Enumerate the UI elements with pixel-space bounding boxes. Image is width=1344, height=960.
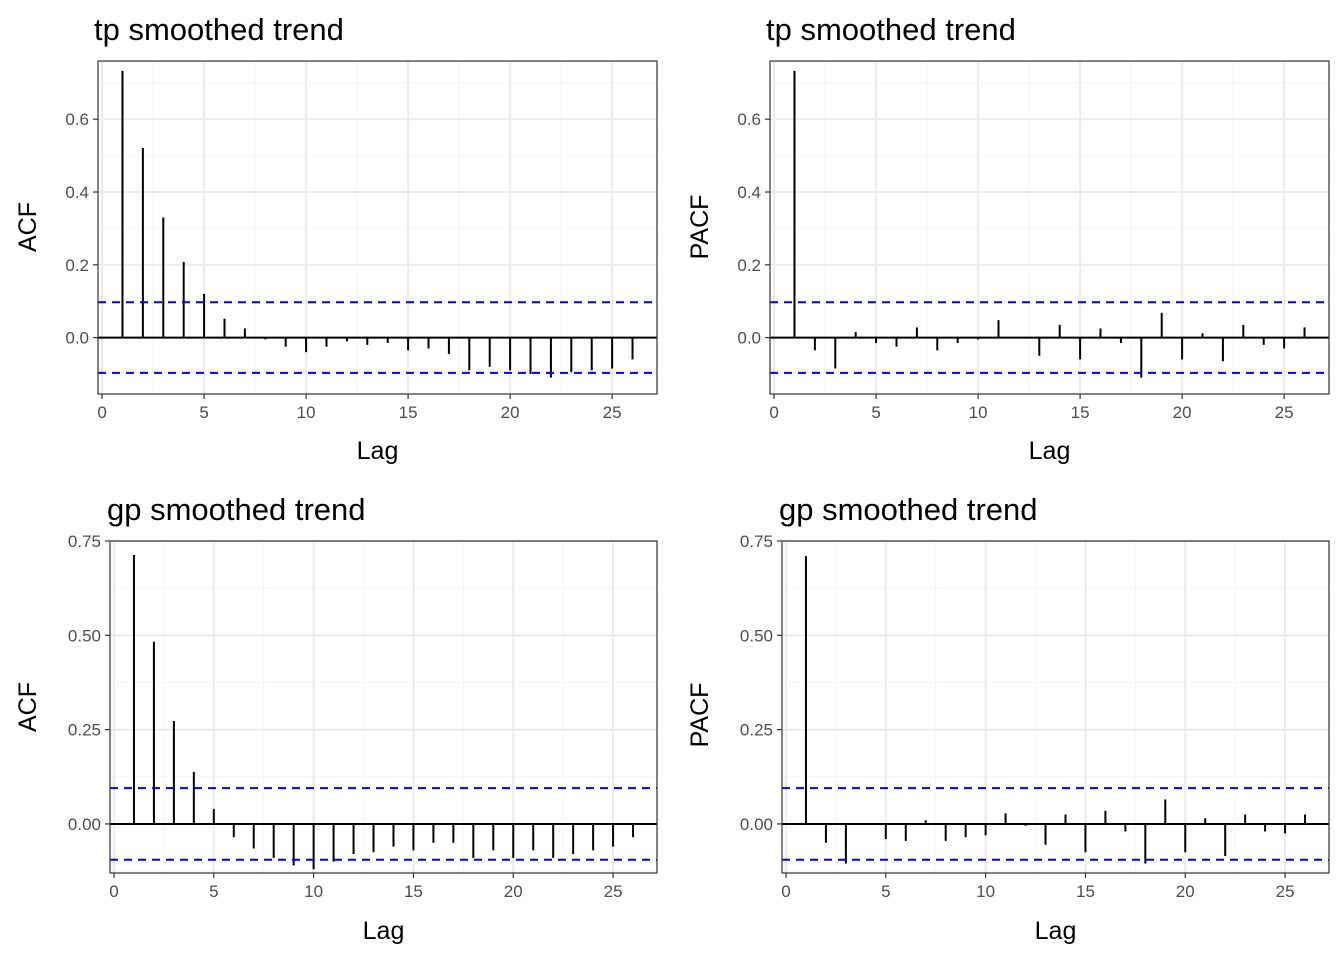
x-tick-label: 0 (109, 882, 118, 901)
y-axis-label: ACF (14, 682, 42, 732)
x-tick-label: 20 (504, 882, 523, 901)
chart-title: gp smoothed trend (779, 492, 1038, 527)
x-tick-label: 5 (871, 403, 880, 422)
x-axis-label: Lag (363, 917, 405, 945)
x-tick-label: 25 (1275, 403, 1294, 422)
x-tick-label: 10 (304, 882, 323, 901)
x-axis-label: Lag (357, 437, 399, 465)
y-tick-label: 0.50 (68, 626, 101, 645)
tp-pacf-chart: 0.0 0.2 0.4 0.6 0 5 10 15 20 25 tp smoothed trend L… (686, 12, 1330, 465)
y-tick-label: 0.75 (740, 532, 773, 551)
panel-border (109, 540, 658, 874)
x-tick-label: 15 (1076, 882, 1095, 901)
x-tick-label: 15 (404, 882, 423, 901)
panel-border (769, 60, 1330, 395)
x-tick-label: 20 (1176, 882, 1195, 901)
y-tick-label: 0.0 (737, 329, 761, 348)
y-axis-label: PACF (686, 195, 714, 260)
y-tick-label: 0.6 (65, 110, 89, 129)
y-tick-label: 0.50 (740, 626, 773, 645)
y-tick-label: 0.0 (65, 329, 89, 348)
y-tick-label: 0.2 (65, 256, 89, 275)
x-tick-label: 0 (781, 882, 790, 901)
x-tick-label: 15 (1071, 403, 1090, 422)
chart-title: gp smoothed trend (107, 492, 366, 527)
x-tick-label: 25 (603, 403, 622, 422)
x-tick-label: 0 (97, 403, 106, 422)
x-tick-label: 15 (399, 403, 418, 422)
x-axis-label: Lag (1029, 437, 1071, 465)
panel-background (770, 61, 1329, 394)
x-tick-label: 20 (1173, 403, 1192, 422)
y-axis-label: PACF (686, 683, 714, 748)
x-tick-label: 25 (1276, 882, 1295, 901)
tp-acf-chart: 0.0 0.2 0.4 0.6 0 5 10 15 20 25 tp smoothed trend L… (14, 12, 658, 465)
x-axis-label: Lag (1035, 917, 1077, 945)
x-tick-label: 10 (976, 882, 995, 901)
y-tick-label: 0.25 (68, 721, 101, 740)
y-tick-label: 0.25 (740, 721, 773, 740)
chart-title: tp smoothed trend (94, 12, 344, 47)
gp-acf-chart: 0.00 0.25 0.50 0.75 0 5 10 15 20 25 gp smoothed tr… (14, 492, 658, 945)
y-tick-label: 0.00 (740, 815, 773, 834)
x-tick-label: 5 (209, 882, 218, 901)
y-tick-label: 0.2 (737, 256, 761, 275)
x-tick-label: 0 (769, 403, 778, 422)
gp-pacf-chart: 0.00 0.25 0.50 0.75 0 5 10 15 20 25 gp smoothed tr… (686, 492, 1330, 945)
x-tick-label: 5 (199, 403, 208, 422)
panel-background (98, 61, 657, 394)
y-tick-label: 0.75 (68, 532, 101, 551)
panel-border (781, 540, 1330, 874)
y-tick-label: 0.00 (68, 815, 101, 834)
x-tick-label: 25 (604, 882, 623, 901)
x-tick-label: 5 (881, 882, 890, 901)
panel-background (110, 541, 657, 873)
y-tick-label: 0.4 (65, 183, 89, 202)
y-tick-label: 0.4 (737, 183, 761, 202)
y-tick-label: 0.6 (737, 110, 761, 129)
x-tick-label: 10 (969, 403, 988, 422)
y-axis-label: ACF (14, 202, 42, 252)
panel-border (97, 60, 658, 395)
panel-background (782, 541, 1329, 873)
chart-title: tp smoothed trend (766, 12, 1016, 47)
x-tick-label: 10 (297, 403, 316, 422)
x-tick-label: 20 (501, 403, 520, 422)
